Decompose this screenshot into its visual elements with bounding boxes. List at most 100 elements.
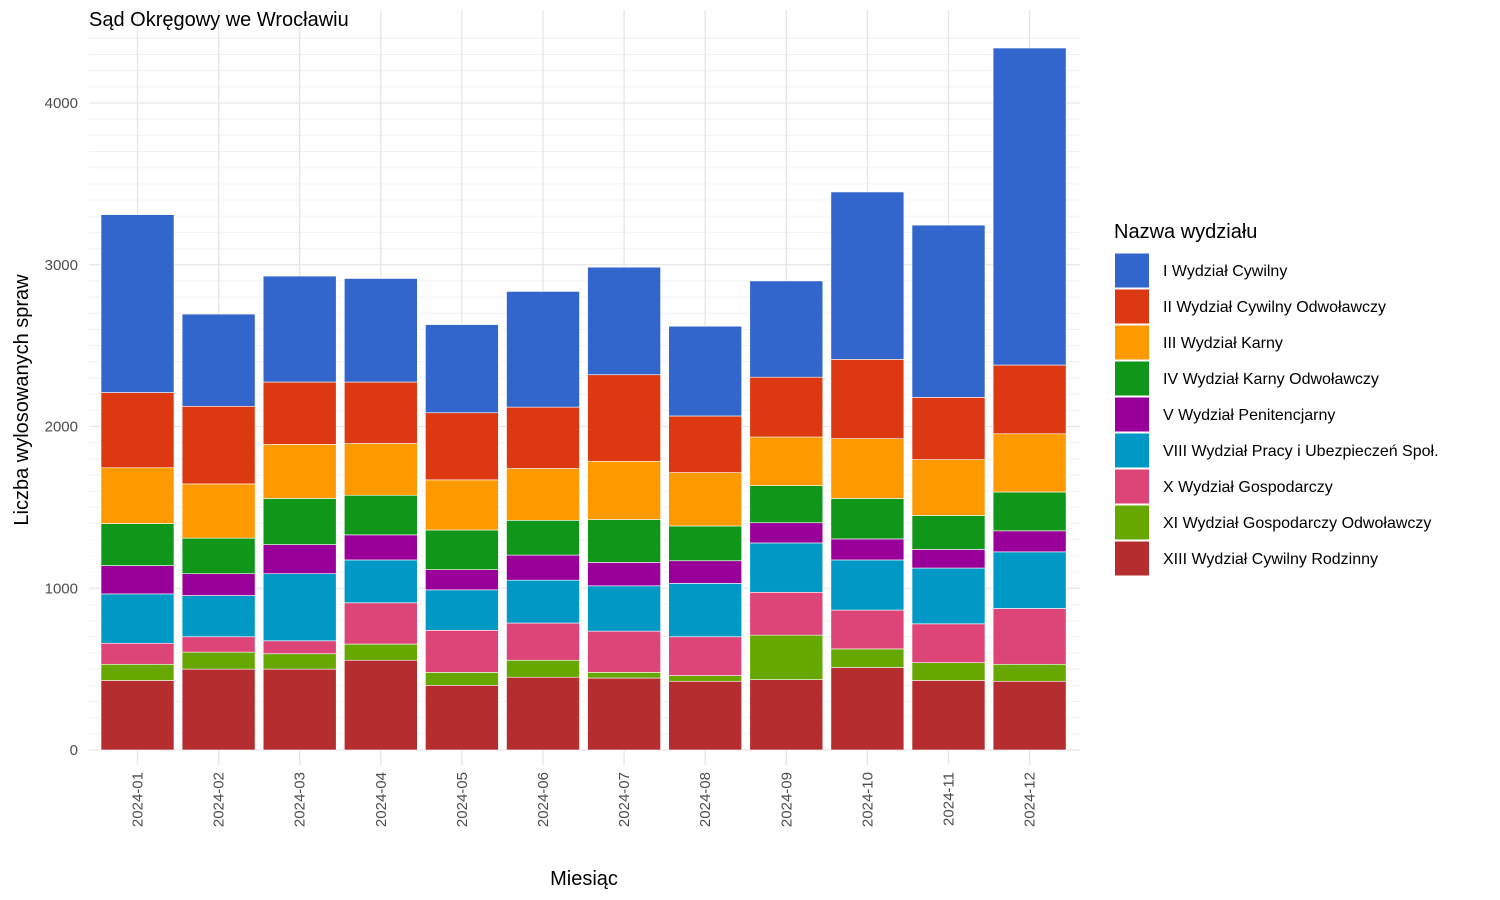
legend-label: V Wydział Penitencjarny bbox=[1163, 407, 1335, 424]
legend-items: I Wydział Cywilny II Wydział Cywilny Odwo… bbox=[1115, 253, 1439, 576]
bar-segment bbox=[668, 675, 743, 682]
bar-segment bbox=[506, 291, 580, 408]
bar-segment bbox=[749, 376, 824, 438]
bar-segment bbox=[262, 573, 337, 642]
bar-segment bbox=[587, 266, 661, 376]
legend-label: IV Wydział Karny Odwoławczy bbox=[1163, 371, 1379, 388]
legend-item: V Wydział Penitencjarny bbox=[1115, 397, 1335, 432]
legend-label: II Wydział Cywilny Odwoławczy bbox=[1163, 299, 1386, 316]
bar-segment bbox=[425, 529, 499, 570]
bar-stack-2024-09 bbox=[749, 280, 824, 751]
legend-title: Nazwa wydziału bbox=[1114, 221, 1257, 243]
x-tick-label: 2024-06 bbox=[535, 772, 552, 827]
bar-segment bbox=[911, 515, 986, 550]
bar-segment bbox=[911, 224, 986, 398]
legend-item: XI Wydział Gospodarczy Odwoławczy bbox=[1115, 505, 1431, 540]
bar-segment bbox=[992, 364, 1067, 435]
bar-segment bbox=[587, 585, 661, 632]
bar-segment bbox=[992, 551, 1067, 609]
bar-segment bbox=[506, 579, 580, 624]
bar-segment bbox=[668, 560, 743, 584]
bar-segment bbox=[587, 630, 661, 673]
legend-swatch bbox=[1115, 361, 1149, 396]
bar-segment bbox=[425, 589, 499, 631]
legend-swatch bbox=[1115, 541, 1149, 576]
bar-segment bbox=[749, 280, 824, 378]
legend: Nazwa wydziału I Wydział Cywilny II Wydzi… bbox=[1114, 221, 1439, 576]
bar-stack-2024-05 bbox=[425, 324, 499, 751]
bar-segment bbox=[749, 591, 824, 636]
bar-segment bbox=[100, 642, 175, 665]
legend-swatch bbox=[1115, 325, 1149, 360]
bar-segment bbox=[506, 468, 580, 521]
legend-swatch bbox=[1115, 289, 1149, 324]
bar-segment bbox=[992, 433, 1067, 493]
bar-segment bbox=[830, 438, 905, 499]
bar-segment bbox=[425, 324, 499, 414]
bar-segment bbox=[668, 636, 743, 676]
x-tick-label: 2024-04 bbox=[373, 772, 390, 827]
x-tick-label: 2024-10 bbox=[859, 772, 876, 827]
bar-segment bbox=[100, 565, 175, 595]
axis-layer: 0 1000 2000 3000 4000 2024-01 2024-02 2024-03 20… bbox=[45, 95, 1039, 827]
bar-segment bbox=[911, 567, 986, 625]
legend-item: II Wydział Cywilny Odwoławczy bbox=[1115, 289, 1386, 324]
legend-item: IV Wydział Karny Odwoławczy bbox=[1115, 361, 1379, 396]
y-axis-title: Liczba wylosowanych spraw bbox=[11, 274, 33, 526]
bar-segment bbox=[587, 519, 661, 563]
bar-segment bbox=[668, 680, 743, 751]
y-tick-label: 3000 bbox=[45, 257, 78, 274]
bar-segment bbox=[506, 406, 580, 469]
legend-swatch bbox=[1115, 253, 1149, 288]
legend-label: XI Wydział Gospodarczy Odwoławczy bbox=[1163, 515, 1431, 532]
bar-segment bbox=[343, 559, 418, 604]
legend-item: XIII Wydział Cywilny Rodzinny bbox=[1115, 541, 1378, 576]
bar-segment bbox=[911, 623, 986, 663]
bar-segment bbox=[749, 634, 824, 680]
bar-segment bbox=[343, 643, 418, 661]
bar-segment bbox=[587, 672, 661, 679]
bar-segment bbox=[181, 573, 256, 596]
bar-segment bbox=[749, 542, 824, 593]
bar-segment bbox=[992, 491, 1067, 532]
bar-segment bbox=[343, 381, 418, 444]
x-tick-label: 2024-08 bbox=[697, 772, 714, 827]
legend-swatch bbox=[1115, 505, 1149, 540]
bar-stack-2024-03 bbox=[262, 275, 337, 751]
bar-segment bbox=[343, 659, 418, 751]
bar-segment bbox=[262, 275, 337, 383]
x-tick-label: 2024-02 bbox=[211, 772, 228, 827]
bar-segment bbox=[506, 520, 580, 556]
bar-segment bbox=[911, 397, 986, 460]
bar-segment bbox=[830, 498, 905, 540]
bar-segment bbox=[992, 663, 1067, 682]
legend-label: X Wydział Gospodarczy bbox=[1163, 479, 1333, 496]
y-tick-label: 0 bbox=[70, 742, 78, 759]
bar-segment bbox=[343, 534, 418, 561]
bar-segment bbox=[506, 554, 580, 581]
legend-swatch bbox=[1115, 469, 1149, 504]
bar-segment bbox=[100, 680, 175, 751]
bar-segment bbox=[262, 381, 337, 445]
bar-segment bbox=[992, 47, 1067, 366]
bar-segment bbox=[749, 522, 824, 544]
bar-segment bbox=[506, 676, 580, 751]
bar-segment bbox=[181, 636, 256, 653]
bar-segment bbox=[262, 544, 337, 574]
bar-segment bbox=[506, 622, 580, 661]
bar-stack-2024-02 bbox=[181, 313, 256, 751]
bar-segment bbox=[343, 494, 418, 536]
bar-segment bbox=[668, 583, 743, 638]
bar-segment bbox=[587, 460, 661, 520]
bar-segment bbox=[425, 630, 499, 673]
bar-segment bbox=[100, 523, 175, 566]
bar-segment bbox=[587, 374, 661, 462]
bar-segment bbox=[830, 359, 905, 439]
bar-segment bbox=[830, 191, 905, 360]
bar-segment bbox=[830, 648, 905, 668]
bar-segment bbox=[100, 214, 175, 393]
bar-segment bbox=[668, 472, 743, 527]
bar-segment bbox=[830, 559, 905, 611]
